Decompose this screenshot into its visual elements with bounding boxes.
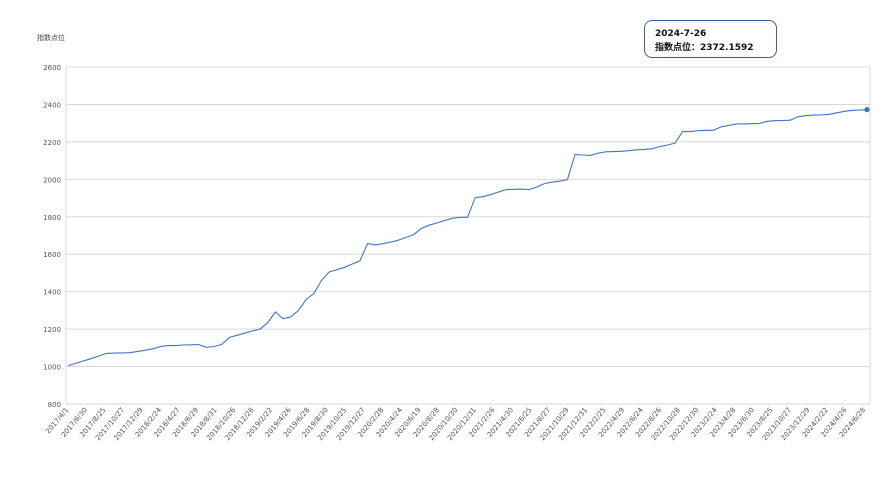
y-tick-label: 1400 bbox=[43, 289, 61, 297]
series-line-group bbox=[67, 107, 870, 367]
grid-lines bbox=[65, 66, 871, 405]
y-tick-label: 1200 bbox=[43, 326, 61, 334]
y-tick-label: 2200 bbox=[43, 139, 61, 147]
y-tick-label: 2600 bbox=[43, 64, 61, 72]
series-line bbox=[67, 109, 868, 367]
y-tick-label: 1000 bbox=[43, 364, 61, 372]
tooltip-date: 2024-7-26 bbox=[655, 29, 707, 39]
y-tick-label: 1800 bbox=[43, 214, 61, 222]
y-tick-label: 2000 bbox=[43, 176, 61, 184]
tooltip-value: 指数点位：2372.1592 bbox=[655, 43, 754, 53]
tooltip: 2024-7-26 指数点位：2372.1592 bbox=[644, 20, 777, 58]
y-tick-label: 2400 bbox=[43, 101, 61, 109]
y-tick-label: 800 bbox=[48, 401, 61, 409]
last-point-marker[interactable] bbox=[864, 107, 870, 113]
y-axis-label: 指数点位 bbox=[37, 34, 65, 42]
y-tick-label: 1600 bbox=[43, 251, 61, 259]
x-tick-labels: 2017/4/12017/6/302017/8/252017/10/272017… bbox=[44, 406, 867, 442]
y-tick-labels: 800 1000 1200 1400 1600 1800 2000 2200 2400 2600 bbox=[43, 64, 61, 409]
